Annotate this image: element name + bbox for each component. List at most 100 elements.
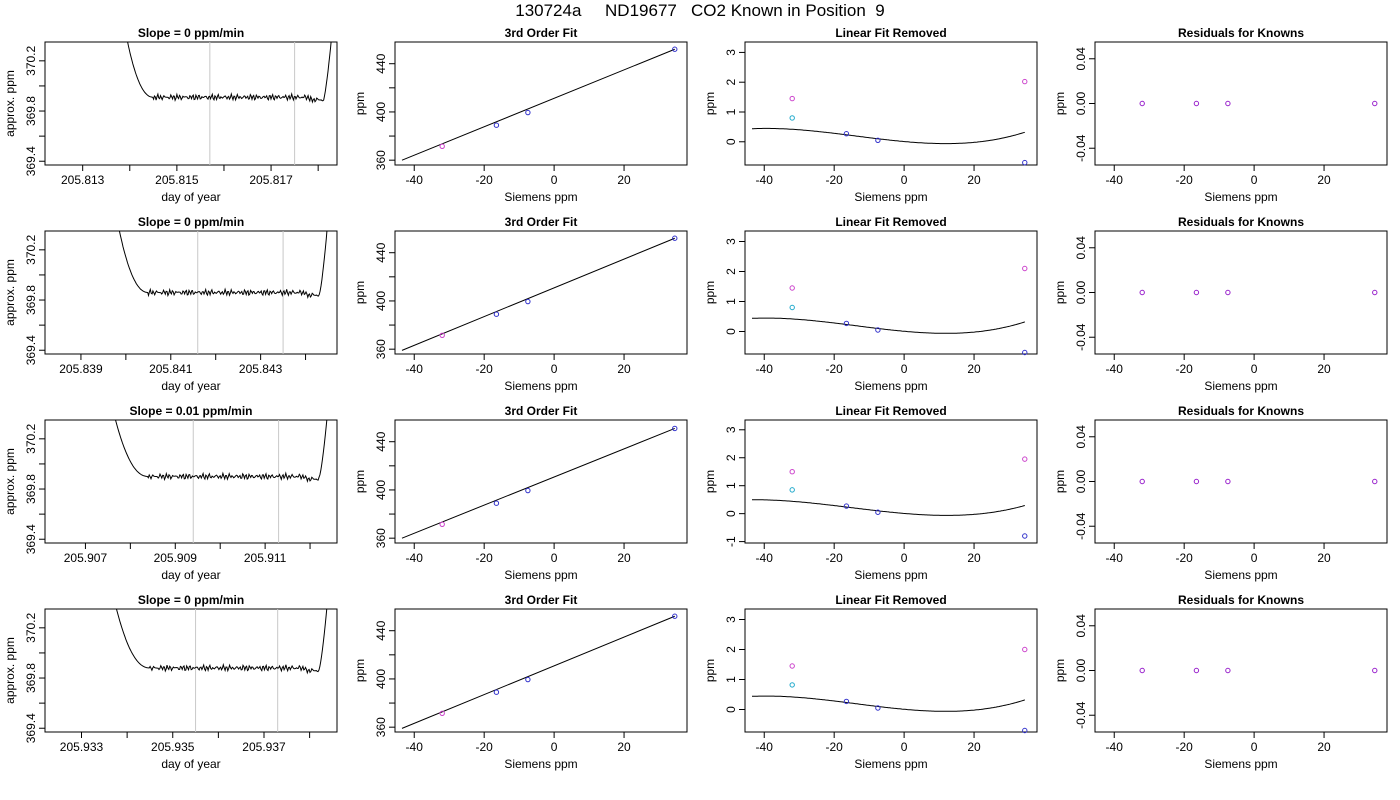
data-point — [789, 115, 795, 121]
plot-frame — [44, 419, 338, 544]
x-axis-label: Siemens ppm — [854, 757, 927, 771]
x-tick-label: 0 — [551, 551, 558, 565]
y-tick-label: 0 — [724, 706, 738, 713]
data-point — [672, 235, 678, 241]
y-tick-label: -1 — [724, 536, 738, 547]
data-point — [493, 500, 500, 506]
data-point — [1022, 265, 1028, 272]
data-point — [672, 425, 678, 432]
x-axis-label: Siemens ppm — [854, 568, 927, 582]
y-axis-label: ppm — [353, 281, 367, 304]
x-axis-label: day of year — [161, 568, 220, 582]
data-point — [1225, 289, 1231, 296]
y-tick-label: 400 — [374, 480, 388, 500]
x-tick-label: 20 — [967, 173, 981, 187]
x-tick-label: 205.937 — [242, 740, 286, 754]
panel-title: Slope = 0 ppm/min — [138, 593, 244, 607]
y-tick-label: 360 — [374, 339, 388, 359]
y-tick-label: 3 — [724, 616, 738, 623]
resid-panel: Residuals for Knowns Siemens ppm ppm -40 -20… — [1053, 404, 1388, 582]
y-tick-label: 2 — [724, 454, 738, 461]
y-tick-label: 369.8 — [24, 96, 38, 126]
linfit-panel: Linear Fit Removed Siemens ppm ppm -40 -20 0 2… — [703, 593, 1038, 771]
y-axis-label: ppm — [703, 281, 717, 304]
panel-title: 3rd Order Fit — [505, 26, 578, 40]
concentration-trace — [118, 231, 328, 300]
data-point — [493, 311, 500, 317]
y-tick-label: 1 — [724, 298, 738, 305]
y-tick-label: 369.4 — [24, 335, 38, 365]
panel-title: Slope = 0 ppm/min — [138, 215, 244, 229]
plot-area — [401, 615, 675, 729]
data-point — [1139, 667, 1145, 674]
y-axis-label: ppm — [703, 659, 717, 682]
y-tick-label: 1 — [724, 482, 738, 489]
x-tick-label: 0 — [1251, 551, 1258, 565]
x-tick-label: 205.907 — [64, 551, 108, 565]
data-point — [789, 487, 795, 493]
concentration-trace — [115, 420, 328, 483]
y-tick-label: 400 — [374, 291, 388, 311]
panel-title: Residuals for Knowns — [1178, 26, 1304, 40]
y-tick-label: 360 — [374, 150, 388, 170]
y-tick-label: 370.2 — [24, 234, 38, 264]
plot-frame — [744, 230, 1038, 355]
data-point — [1372, 667, 1378, 674]
x-axis-label: Siemens ppm — [1204, 190, 1277, 204]
y-tick-label: 360 — [374, 528, 388, 548]
data-point — [1022, 349, 1028, 356]
plot-area — [118, 231, 328, 354]
y-tick-label: 0.04 — [1074, 47, 1088, 71]
x-axis-label: Siemens ppm — [504, 190, 577, 204]
data-point — [1372, 100, 1378, 107]
x-axis-label: day of year — [161, 190, 220, 204]
y-tick-label: 369.4 — [24, 713, 38, 743]
data-point — [1225, 100, 1231, 107]
data-point — [789, 95, 795, 102]
x-tick-label: -40 — [1106, 551, 1124, 565]
concentration-trace — [115, 609, 328, 675]
y-tick-label: 0.00 — [1074, 658, 1088, 682]
timeseries-panel: Slope = 0.01 ppm/min day of year approx. p… — [3, 404, 338, 582]
y-axis-label: ppm — [1053, 92, 1067, 115]
data-point — [1225, 478, 1231, 485]
x-tick-label: -40 — [1106, 362, 1124, 376]
data-point — [672, 46, 678, 52]
resid-panel: Residuals for Knowns Siemens ppm ppm -40 -20… — [1053, 215, 1388, 393]
y-tick-label: 369.4 — [24, 146, 38, 176]
data-point — [789, 469, 795, 475]
y-tick-label: -0.04 — [1074, 134, 1088, 162]
plot-frame — [394, 419, 688, 544]
panel-title: Residuals for Knowns — [1178, 593, 1304, 607]
y-tick-label: 369.8 — [24, 663, 38, 693]
y-tick-label: 0.04 — [1074, 236, 1088, 260]
linfit-panel: Linear Fit Removed Siemens ppm ppm -40 -20 0 2… — [703, 26, 1038, 204]
plot-area — [401, 427, 675, 539]
x-tick-label: -20 — [1176, 551, 1194, 565]
x-tick-label: 0 — [1251, 362, 1258, 376]
x-tick-label: -40 — [406, 740, 424, 754]
data-point — [1372, 478, 1378, 485]
x-tick-label: 205.933 — [60, 740, 104, 754]
x-tick-label: 20 — [617, 740, 631, 754]
plot-area — [752, 695, 1025, 712]
y-tick-label: 400 — [374, 669, 388, 689]
data-point — [843, 320, 850, 327]
x-tick-label: -20 — [476, 173, 494, 187]
x-tick-label: -20 — [1176, 173, 1194, 187]
x-tick-label: -40 — [406, 551, 424, 565]
plot-frame — [394, 41, 688, 166]
plot-area — [752, 127, 1025, 145]
plot-frame — [44, 608, 338, 733]
panel-title: Linear Fit Removed — [835, 593, 946, 607]
panel-title: Linear Fit Removed — [835, 215, 946, 229]
y-axis-label: ppm — [703, 470, 717, 493]
x-axis-label: Siemens ppm — [504, 757, 577, 771]
x-tick-label: -40 — [406, 173, 424, 187]
cubic-fit-curve — [752, 317, 1025, 334]
x-tick-label: 20 — [967, 551, 981, 565]
y-tick-label: 2 — [724, 268, 738, 275]
fit-panel: 3rd Order Fit Siemens ppm ppm -40 -20 0 20 360 4… — [353, 215, 688, 393]
x-tick-label: -40 — [1106, 740, 1124, 754]
